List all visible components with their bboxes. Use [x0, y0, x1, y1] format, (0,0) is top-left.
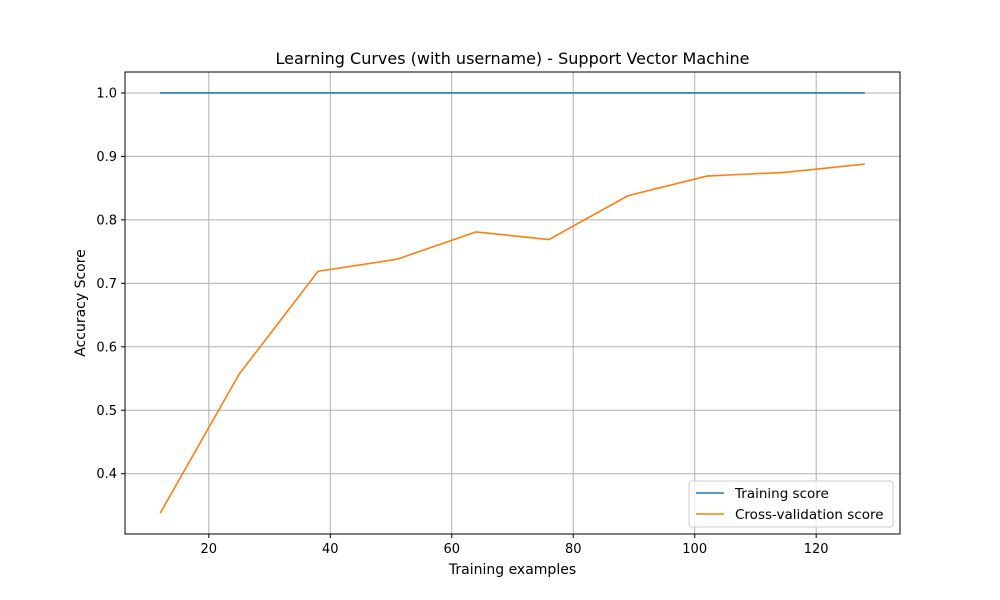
legend-label-cross-validation: Cross-validation score	[735, 507, 884, 523]
data-series	[159, 92, 865, 514]
data-point-cross-validation-score	[238, 373, 240, 375]
legend-label-training: Training score	[734, 486, 829, 502]
data-point-training-score	[317, 92, 319, 94]
series-line-cross-validation-score	[159, 163, 865, 514]
y-tick-label: 0.7	[96, 277, 117, 292]
data-point-cross-validation-score	[159, 512, 161, 514]
axis-ticks: 20 40 60 80 100 120 0.4 0.5 0.6 0.7 0.8 0.9 1.0	[96, 86, 828, 557]
x-tick-label: 100	[682, 542, 707, 557]
legend: Training score Cross-validation score	[688, 480, 894, 528]
y-tick-label: 0.5	[96, 404, 117, 419]
plot-frame	[124, 71, 901, 535]
data-point-cross-validation-score	[706, 175, 708, 177]
data-point-training-score	[785, 92, 787, 94]
data-point-training-score	[706, 92, 708, 94]
data-point-training-score	[238, 92, 240, 94]
data-point-training-score	[627, 92, 629, 94]
data-point-cross-validation-score	[317, 270, 319, 272]
y-tick-label: 0.9	[96, 150, 117, 165]
chart-title: Learning Curves (with username) - Suppor…	[275, 49, 749, 68]
x-tick-label: 20	[201, 542, 218, 557]
x-axis-label: Training examples	[448, 562, 576, 578]
data-point-cross-validation-score	[396, 258, 398, 260]
data-point-cross-validation-score	[475, 231, 477, 233]
data-point-training-score	[396, 92, 398, 94]
data-point-training-score	[864, 92, 866, 94]
y-tick-label: 0.6	[96, 340, 117, 355]
y-tick-label: 1.0	[96, 86, 117, 101]
y-tick-label: 0.8	[96, 213, 117, 228]
data-point-cross-validation-score	[864, 163, 866, 165]
data-point-training-score	[159, 92, 161, 94]
data-point-cross-validation-score	[627, 195, 629, 197]
x-tick-label: 40	[322, 542, 339, 557]
y-tick-label: 0.4	[96, 467, 117, 482]
x-tick-label: 80	[565, 542, 582, 557]
legend-box	[688, 480, 894, 528]
y-axis-label: Accuracy Score	[73, 249, 89, 357]
data-point-training-score	[475, 92, 477, 94]
data-point-training-score	[548, 92, 550, 94]
grid-lines	[125, 72, 900, 534]
data-point-cross-validation-score	[785, 171, 787, 173]
data-point-cross-validation-score	[548, 239, 550, 241]
x-tick-label: 120	[804, 542, 829, 557]
x-tick-label: 60	[443, 542, 460, 557]
